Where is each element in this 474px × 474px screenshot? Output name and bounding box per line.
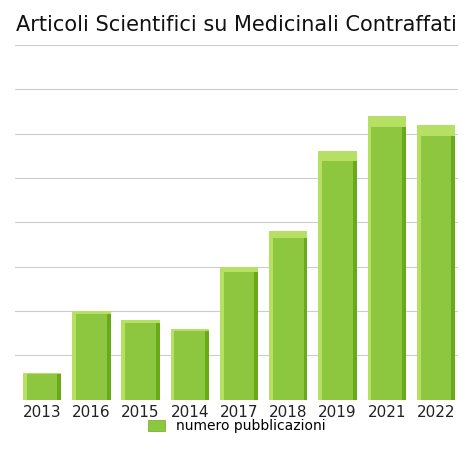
Bar [269,231,308,238]
Bar [417,125,420,400]
Bar [367,116,406,400]
Bar [417,125,455,400]
Bar [318,151,357,161]
Bar [23,373,27,400]
Bar [121,320,160,400]
Bar [72,311,110,314]
Bar [72,311,76,400]
Title: Articoli Scientifici su Medicinali Contraffati: Articoli Scientifici su Medicinali Contr… [16,15,457,35]
Bar [107,311,110,400]
Bar [367,116,406,127]
Bar [402,116,406,400]
Bar [367,116,371,400]
Bar [353,151,357,400]
Bar [72,311,110,400]
Bar [205,328,209,400]
Bar [171,328,209,400]
Bar [220,266,258,272]
Bar [269,231,273,400]
Bar [451,125,455,400]
Bar [121,320,160,323]
Bar [417,125,455,136]
Bar [255,266,258,400]
Bar [23,373,61,400]
Bar [57,373,61,400]
Bar [269,231,308,400]
Bar [220,266,258,400]
Bar [23,373,61,374]
Bar [171,328,174,400]
Bar [318,151,357,400]
Bar [304,231,308,400]
Bar [156,320,160,400]
Bar [220,266,224,400]
Bar [121,320,125,400]
Bar [171,328,209,331]
Bar [318,151,322,400]
Legend: numero pubblicazioni: numero pubblicazioni [142,414,331,439]
